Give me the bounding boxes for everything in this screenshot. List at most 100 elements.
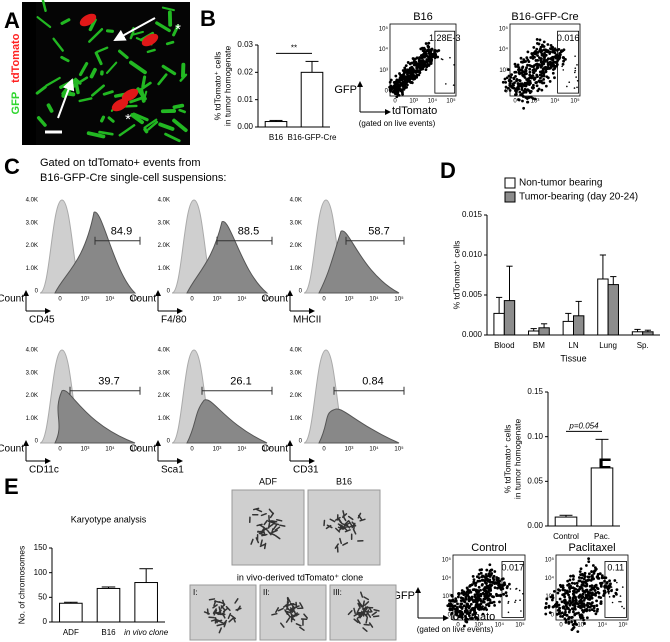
event-dot (508, 78, 512, 82)
event-dot (583, 571, 587, 575)
x-tick-label: Pac. (594, 532, 610, 541)
chromosome (267, 520, 275, 524)
y-tick-label: 0 (35, 289, 39, 295)
chromosome (368, 622, 374, 628)
event-dot (516, 82, 520, 85)
event-dot (465, 602, 469, 606)
event-dot (407, 70, 410, 74)
event-dot (477, 576, 481, 580)
event-dot (469, 602, 473, 606)
y-tick-label: 0 (167, 289, 171, 295)
chromosome (274, 526, 281, 531)
x-tick-label: 10⁵ (262, 446, 272, 453)
event-dot (613, 579, 617, 582)
chromosome (280, 622, 285, 628)
x-tick-label: 10³ (81, 447, 90, 453)
event-dot (562, 59, 565, 63)
gfp-signal (45, 76, 61, 87)
event-dot (514, 599, 517, 602)
event-dot (585, 603, 589, 607)
chromosome (342, 510, 345, 517)
event-dot (596, 572, 600, 576)
event-dot (612, 594, 616, 598)
event-dot (466, 588, 470, 591)
event-dot (526, 100, 530, 104)
event-dot (545, 58, 549, 62)
chromosome (337, 523, 344, 528)
bar (562, 320, 574, 336)
event-dot (405, 86, 408, 89)
chromosome (269, 512, 275, 519)
y-tick-label: 0.015 (462, 210, 483, 219)
event-dot (546, 61, 550, 65)
x-tick-label: Sp. (637, 341, 649, 350)
event-dot (571, 607, 575, 611)
event-dot (414, 60, 417, 64)
y-axis-label: % tdTomato⁺ cells (451, 241, 461, 310)
gfp-signal (164, 132, 181, 143)
event-dot (540, 72, 544, 75)
event-dot (596, 576, 600, 580)
event-dot (575, 590, 578, 594)
gfp-signal (143, 127, 149, 134)
event-dot (560, 53, 562, 55)
gfp-signal (161, 6, 175, 12)
y-axis-label: Count (0, 444, 24, 455)
event-dot (440, 58, 443, 60)
micrograph (259, 584, 327, 641)
event-dot (497, 584, 500, 587)
y-tick-label: 4.0K (26, 348, 38, 354)
event-dot (548, 80, 552, 83)
event-dot (556, 58, 560, 62)
gfp-signal (36, 16, 52, 29)
event-dot (585, 616, 589, 620)
event-dot (553, 47, 557, 51)
gfp-signal (98, 130, 114, 136)
x-tick-label: 10⁵ (130, 446, 140, 453)
event-dot (551, 594, 554, 598)
bar (590, 467, 614, 527)
chromosome (260, 539, 263, 546)
event-dot (539, 48, 543, 52)
event-dot (591, 601, 594, 605)
event-dot (493, 570, 497, 573)
event-dot (495, 592, 498, 596)
event-dot (481, 612, 485, 616)
event-dot (509, 588, 512, 590)
y-axis-label: GFP (334, 84, 357, 96)
bar (59, 602, 83, 623)
y-tick-label: 0.00 (527, 521, 543, 530)
chromosome (235, 607, 242, 611)
x-tick-label: 10⁵ (515, 622, 525, 629)
event-dot (506, 86, 510, 90)
event-dot (473, 593, 477, 597)
event-dot (395, 81, 399, 85)
event-dot (516, 63, 520, 67)
event-dot (590, 574, 594, 577)
event-dot (572, 593, 576, 597)
event-dot (469, 609, 473, 613)
y-tick-label: 3.0K (26, 370, 38, 376)
image-title: B16 (336, 476, 352, 486)
event-dot (589, 579, 593, 582)
legend-swatch (504, 191, 516, 203)
event-dot (568, 603, 572, 606)
event-dot (566, 579, 570, 583)
event-dot (388, 80, 392, 84)
y-tick-label: 2.0K (26, 393, 38, 399)
chromosome (257, 530, 264, 533)
event-dot (454, 610, 457, 614)
gfp-signal (60, 18, 71, 25)
event-dot (590, 592, 593, 596)
event-dot (517, 98, 520, 101)
stained-histogram (54, 211, 137, 294)
event-dot (505, 586, 509, 590)
y-tick-label: 4.0K (26, 198, 38, 204)
event-dot (522, 106, 526, 110)
chromosome (342, 542, 349, 546)
event-dot (494, 581, 498, 585)
y-tick-label: 0.00 (237, 122, 253, 131)
event-dot (567, 617, 570, 621)
event-dot (589, 588, 592, 592)
x-tick-label: 10⁵ (394, 296, 404, 303)
